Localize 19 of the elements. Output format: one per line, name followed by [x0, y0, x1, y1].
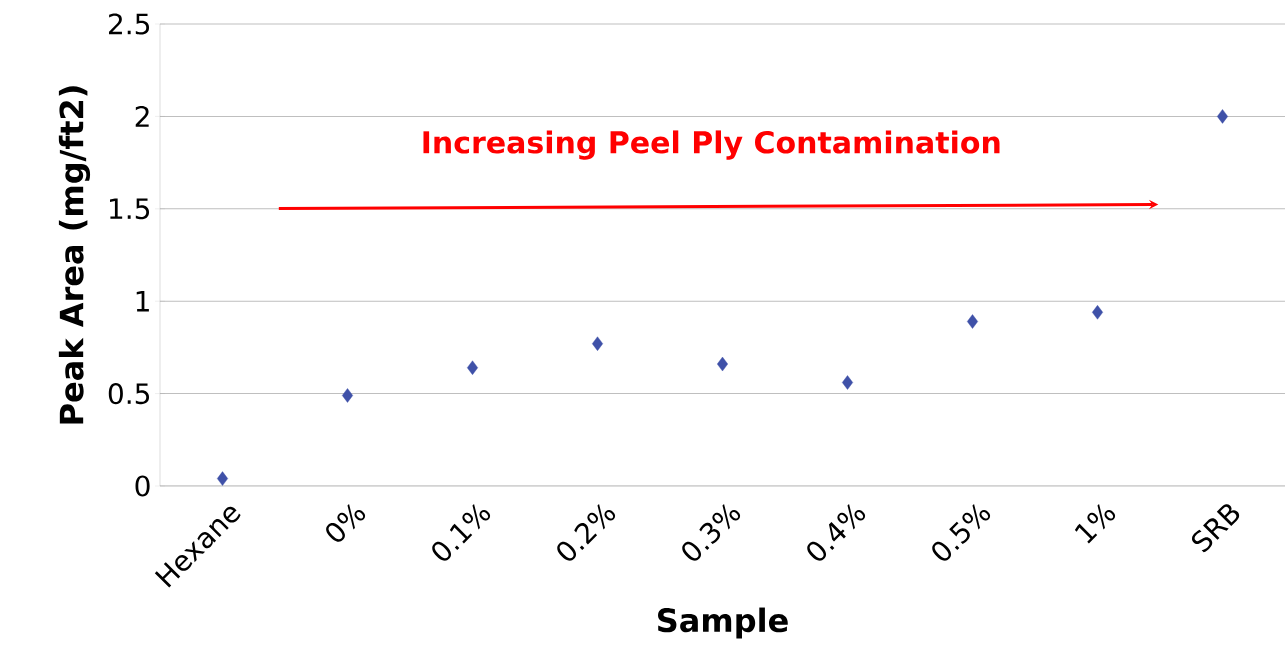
y-tick-label: 2 [135, 106, 149, 127]
y-tick-label: 2.5 [109, 13, 150, 35]
point [1092, 305, 1103, 320]
y-tick-label: 0.5 [108, 383, 150, 405]
point [842, 375, 853, 390]
y-tick-label: 0 [135, 475, 150, 497]
point [1217, 109, 1228, 124]
annotation: Increasing Peel Ply Contamination [423, 130, 1000, 160]
point [217, 471, 228, 486]
x-tick-label: 1% [1074, 503, 1116, 544]
point [467, 360, 478, 375]
point [592, 336, 603, 351]
point [967, 314, 978, 329]
x-axis-title: Sample [658, 607, 788, 639]
point [342, 388, 353, 403]
y-tick-label: 1.5 [110, 198, 150, 220]
y-tick-label: 1 [136, 291, 149, 312]
y-axis-title: Peak Area (mg/ft2) [58, 86, 91, 424]
x-tick-label: 0% [326, 503, 366, 542]
